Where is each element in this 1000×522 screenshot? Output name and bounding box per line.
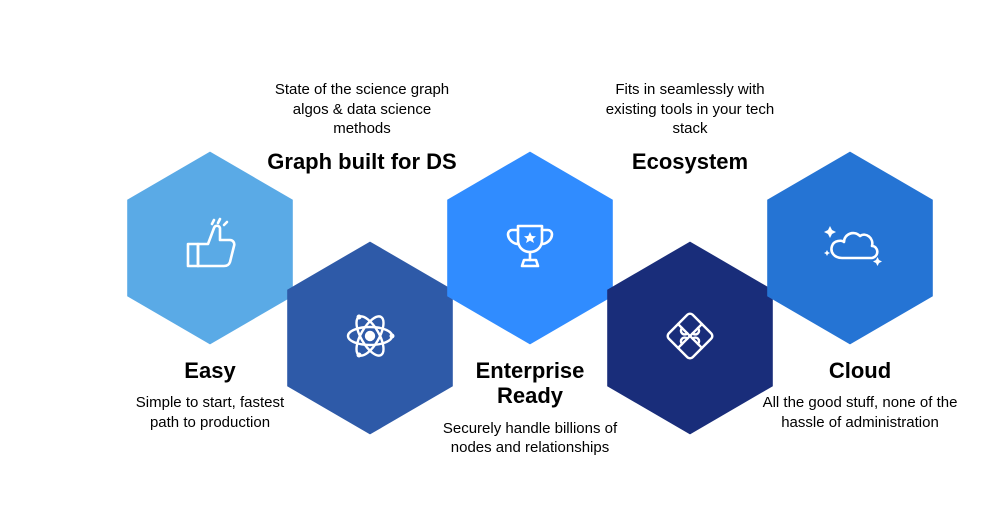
label-cloud: Cloud All the good stuff, none of the ha… (760, 358, 960, 432)
title-enterprise: Enterprise Ready (440, 358, 620, 409)
label-easy: Easy Simple to start, fastest path to pr… (120, 358, 300, 432)
desc-cloud: All the good stuff, none of the hassle o… (760, 393, 960, 432)
thumbs-up-icon (178, 214, 242, 283)
title-graph-ds: Graph built for DS (262, 149, 462, 174)
puzzle-icon (660, 306, 720, 371)
desc-easy: Simple to start, fastest path to product… (120, 393, 300, 432)
desc-graph-ds: State of the science graph algos & data … (262, 80, 462, 139)
title-ecosystem: Ecosystem (600, 149, 780, 174)
hex-enterprise (440, 148, 620, 348)
hex-cloud (760, 148, 940, 348)
cloud-sparkle-icon (814, 216, 886, 281)
label-ecosystem: Fits in seamlessly with existing tools i… (600, 80, 780, 174)
hex-easy (120, 148, 300, 348)
desc-ecosystem: Fits in seamlessly with existing tools i… (600, 80, 780, 139)
title-easy: Easy (120, 358, 300, 383)
label-enterprise: Enterprise Ready Securely handle billion… (440, 358, 620, 458)
hex-graph-ds (280, 238, 460, 438)
atom-icon (338, 304, 402, 373)
hex-ecosystem (600, 238, 780, 438)
trophy-icon (498, 214, 562, 283)
label-graph-ds: State of the science graph algos & data … (262, 80, 462, 174)
desc-enterprise: Securely handle billions of nodes and re… (440, 419, 620, 458)
title-cloud: Cloud (760, 358, 960, 383)
